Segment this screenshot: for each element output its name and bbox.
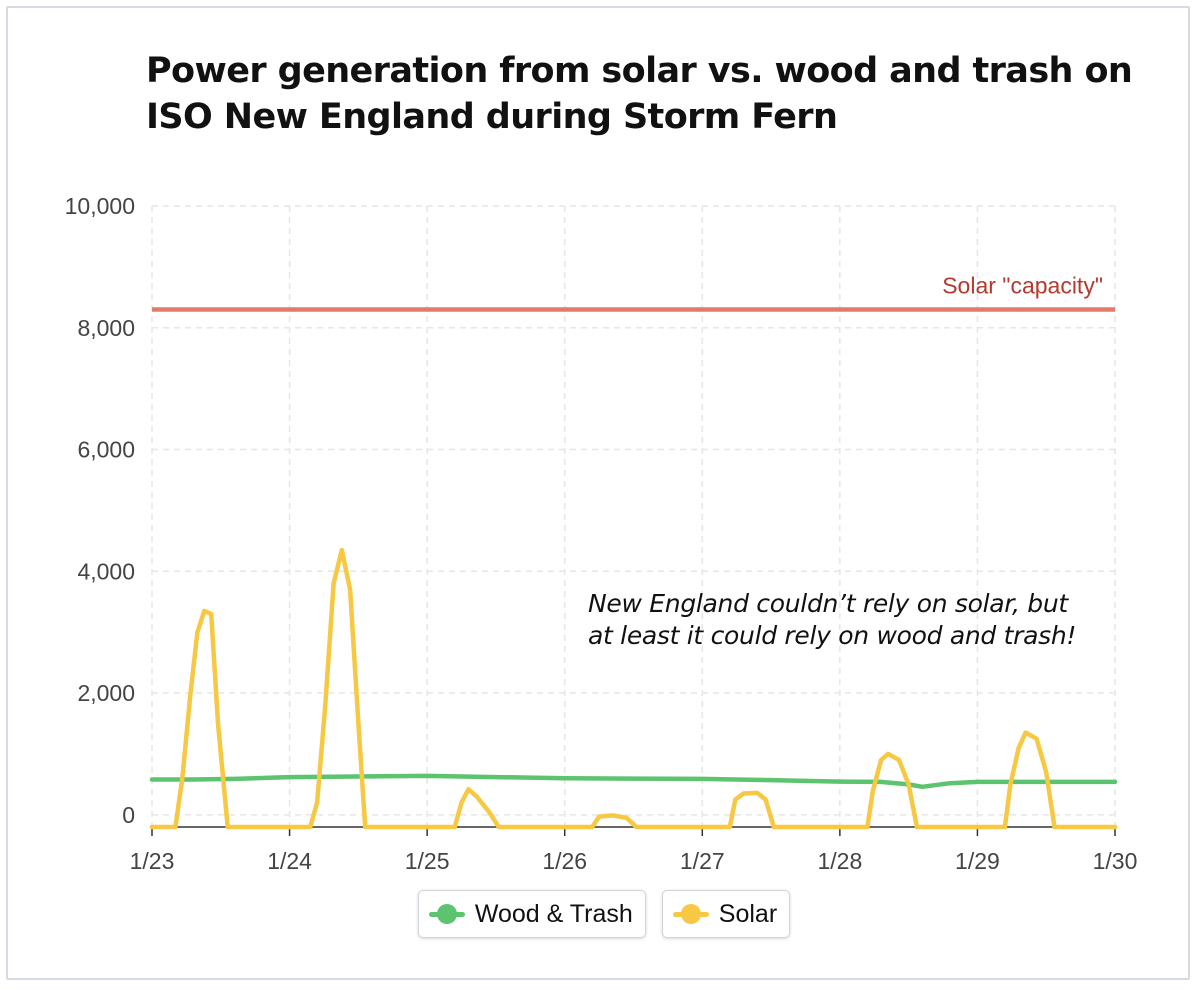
chart-title: Power generation from solar vs. wood and… xyxy=(146,51,1133,137)
x-tick-label-0: 1/23 xyxy=(130,848,175,874)
legend-swatch-wood-trash xyxy=(428,904,465,924)
y-tick-label-5: 10,000 xyxy=(65,193,135,219)
x-tick-label-1: 1/24 xyxy=(267,848,312,874)
y-tick-label-2: 4,000 xyxy=(77,558,135,584)
legend-item-wood-trash[interactable]: Wood & Trash xyxy=(417,890,646,938)
y-tick-label-3: 6,000 xyxy=(77,437,135,463)
x-tick-label-4: 1/27 xyxy=(680,848,725,874)
legend-label-wood-trash: Wood & Trash xyxy=(474,899,633,928)
y-tick-label-0: 0 xyxy=(122,802,135,828)
solar-capacity-label: Solar "capacity" xyxy=(942,273,1103,299)
series-line-solar xyxy=(149,547,1118,830)
legend-item-solar[interactable]: Solar xyxy=(661,890,791,938)
annotation-line-2: at least it could rely on wood and trash… xyxy=(588,621,1077,650)
chart-annotation: New England couldn’t rely on solar, but … xyxy=(588,588,1148,652)
legend-label-solar: Solar xyxy=(718,899,778,928)
x-tick-label-6: 1/29 xyxy=(955,848,1000,874)
y-tick-label-1: 2,000 xyxy=(77,680,135,706)
x-tick-label-5: 1/28 xyxy=(817,848,862,874)
x-tick-label-2: 1/25 xyxy=(405,848,450,874)
x-tick-label-7: 1/30 xyxy=(1093,848,1138,874)
annotation-line-1: New England couldn’t rely on solar, but xyxy=(588,589,1068,618)
legend-swatch-solar xyxy=(672,904,709,924)
series-line-wood-trash xyxy=(149,773,1118,790)
x-tick-label-3: 1/26 xyxy=(542,848,587,874)
chart-legend: Wood & Trash Solar xyxy=(0,890,1200,938)
y-tick-label-4: 8,000 xyxy=(77,315,135,341)
